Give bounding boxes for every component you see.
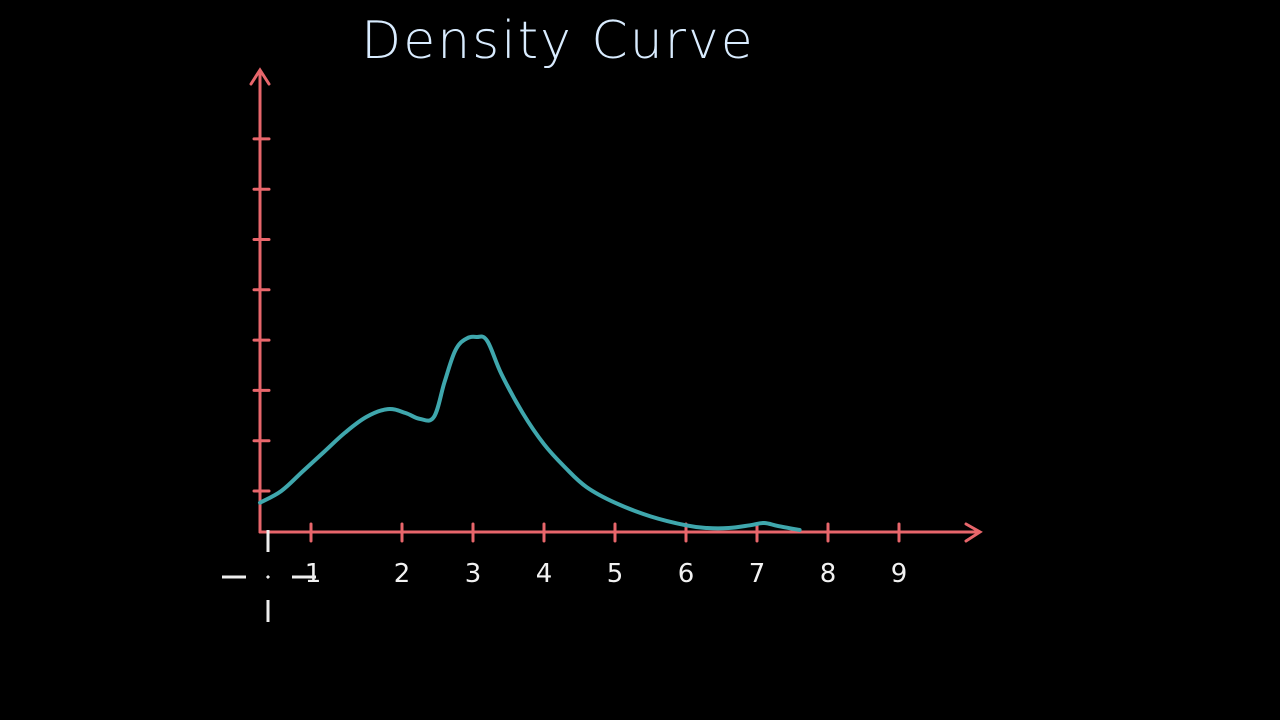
x-tick-label: 1 (305, 559, 322, 589)
x-tick-label: 6 (678, 559, 695, 589)
x-tick-label: 4 (536, 559, 553, 589)
x-axis-tick-labels: 1 2 3 4 5 6 7 8 9 (305, 559, 908, 589)
x-tick-label: 3 (465, 559, 482, 589)
cursor-crosshair-icon (222, 530, 316, 622)
axes (249, 67, 983, 543)
x-axis-ticks (309, 522, 901, 543)
x-tick-label: 7 (749, 559, 766, 589)
y-axis-ticks (252, 137, 271, 493)
density-curve (258, 334, 802, 532)
x-tick-label: 2 (394, 559, 411, 589)
x-tick-label: 8 (820, 559, 837, 589)
density-curve-line (258, 334, 802, 532)
x-tick-label: 9 (891, 559, 908, 589)
y-axis-arrow-icon (249, 67, 271, 86)
x-axis-arrow-icon (964, 522, 983, 543)
x-tick-label: 5 (607, 559, 624, 589)
chart-title: Density Curve (361, 11, 755, 71)
